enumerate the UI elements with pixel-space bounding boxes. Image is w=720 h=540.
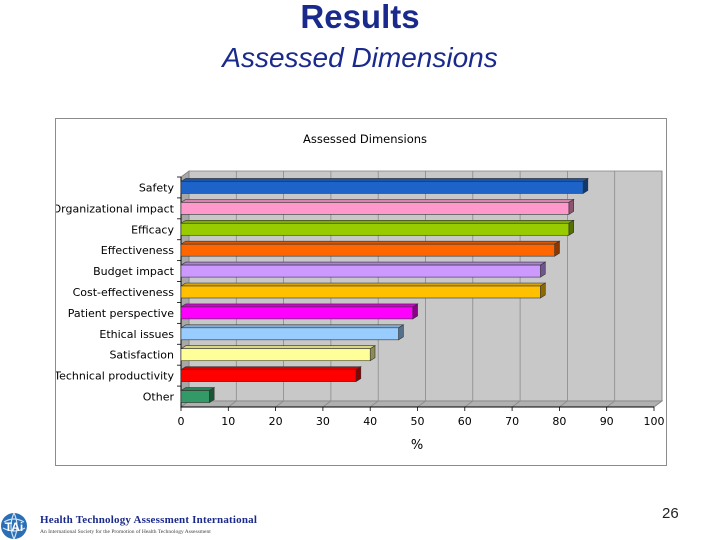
x-gridline-floor [511,400,521,408]
x-gridline-floor [417,400,426,408]
bar-end-face [568,219,574,236]
x-tick-label: 10 [221,415,235,428]
x-tick-label: 0 [178,415,185,428]
x-gridline-floor [228,400,237,408]
bar-top-face [179,366,362,370]
svg-text:TAi: TAi [5,520,23,534]
x-tick-label: 80 [552,415,566,428]
bar-end-face [355,366,362,383]
bar [180,202,570,215]
category-label: Effectiveness [101,244,174,257]
x-gridline-floor [369,400,379,408]
bar [180,285,541,299]
bar-top-face [179,324,405,329]
bar-end-face [568,198,574,215]
x-tick-label: 100 [644,415,665,428]
category-label: Patient perspective [68,307,174,320]
x-tick-label: 30 [316,415,330,428]
x-tick-label: 20 [269,415,283,428]
bar [180,348,371,362]
bar-top-face [179,303,419,308]
x-tick-label: 40 [363,415,377,428]
x-gridline-floor [559,400,568,408]
category-label: Organizational impact [56,202,175,215]
category-label: Ethical issues [99,328,174,341]
bar-top-face [179,178,589,182]
page-number: 26 [662,505,679,522]
bar [180,243,555,257]
category-label: Budget impact [93,265,175,278]
bar [180,264,541,278]
bar-end-face [582,177,589,194]
category-label: Efficacy [131,223,174,236]
x-tick-label: 70 [505,415,519,428]
x-tick-label: 90 [600,415,614,428]
slide-subtitle: Assessed Dimensions [222,42,498,73]
category-label: Technical productivity [56,370,174,383]
x-axis-label: % [411,438,423,453]
bar [180,327,399,341]
x-gridline-floor [464,400,474,408]
x-gridline-floor [322,400,332,408]
bar-end-face [540,282,546,299]
bar-chart: Assessed Dimensions % 0 10 20 30 40 50 60 70 80 9… [56,132,665,453]
x-gridline-floor [606,400,615,408]
bar [180,390,210,403]
bar [180,181,584,194]
chart-title: Assessed Dimensions [303,132,427,146]
category-label: Cost-effectiveness [73,286,175,299]
org-name: Health Technology Assessment Internation… [40,514,258,526]
x-gridline-floor [653,400,663,408]
bar-top-face [179,219,575,224]
bar-end-face [209,387,215,404]
htai-globe-logo-icon: TAi [1,512,27,540]
category-label: Other [143,391,175,404]
bar-top-face [179,282,547,287]
bar-end-face [540,261,546,278]
bar-end-face [412,303,418,320]
x-tick-label: 60 [458,415,472,428]
bar-end-face [398,324,404,341]
category-label: Satisfaction [109,349,174,362]
bar-top-face [179,387,216,391]
x-tick-label: 50 [411,415,425,428]
bar-end-face [554,240,560,257]
bar [180,306,414,320]
org-tagline: An International Society for the Promoti… [40,529,211,535]
bar-top-face [179,345,377,350]
chart-frame: Assessed Dimensions % 0 10 20 30 40 50 60 70 80 9… [55,118,667,466]
x-gridline-floor [275,400,284,408]
bar-top-face [179,199,575,203]
category-label: Safety [139,181,175,194]
bar-top-face [179,261,547,266]
slide-title: Results [300,0,420,35]
bar-top-face [179,240,561,245]
bar-end-face [369,345,376,362]
bar [180,222,570,236]
bar [180,369,357,382]
